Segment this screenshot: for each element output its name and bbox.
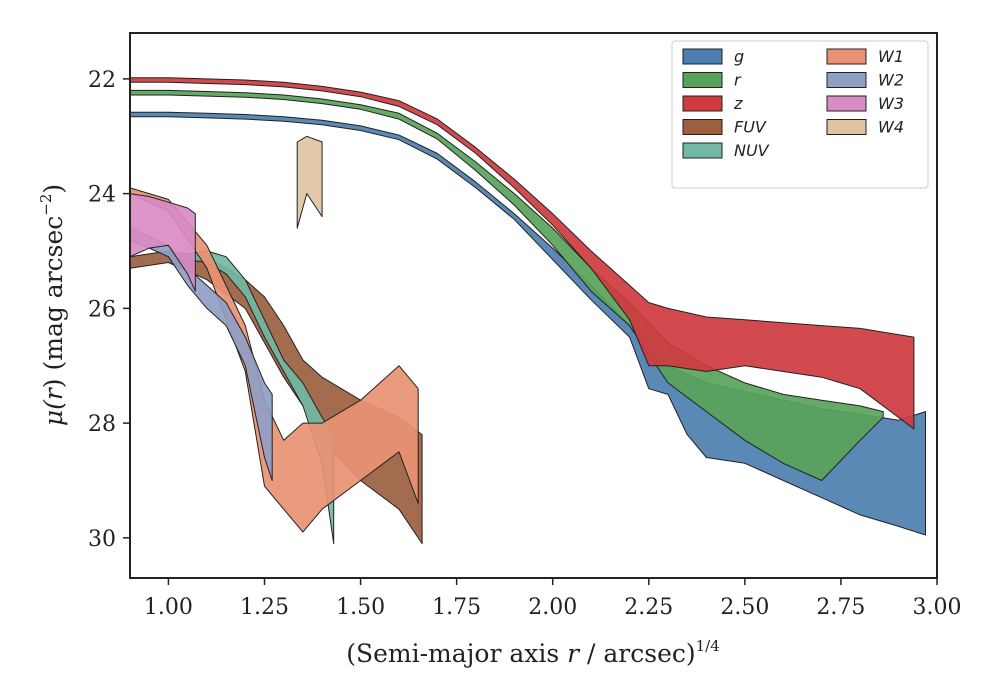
band-w2 xyxy=(129,227,273,481)
legend-swatch-nuv xyxy=(682,142,723,159)
x-tick-label: 1.75 xyxy=(432,595,481,620)
legend-swatch-fuv xyxy=(682,119,723,135)
legend-label-z: z xyxy=(733,94,743,113)
band-w3 xyxy=(129,193,196,292)
legend-label-w1: W1 xyxy=(878,47,904,66)
band-r xyxy=(129,89,884,481)
legend-swatch-w4 xyxy=(826,119,867,135)
y-tick-label: 30 xyxy=(88,527,116,552)
y-tick-label: 28 xyxy=(88,412,116,437)
x-tick-label: 2.25 xyxy=(624,595,673,620)
y-axis-label: μ(r) (mag arcsec−2) xyxy=(37,184,68,426)
legend-label-r: r xyxy=(734,71,742,90)
band-g xyxy=(129,111,926,536)
x-axis-ticks: 1.00 1.25 1.50 1.75 2.00 2.25 2.50 2.75 3.00 xyxy=(144,578,962,620)
legend-label-fuv: FUV xyxy=(734,118,767,137)
x-tick-label: 3.00 xyxy=(913,595,962,620)
y-tick-label: 22 xyxy=(88,68,116,93)
x-tick-label: 2.50 xyxy=(720,595,769,620)
band-nuv xyxy=(187,250,335,545)
x-tick-label: 1.25 xyxy=(240,595,289,620)
x-tick-label: 2.00 xyxy=(528,595,577,620)
band-w4 xyxy=(296,135,323,229)
legend-label-w2: W2 xyxy=(878,71,904,90)
y-axis-ticks: 22 24 26 28 30 xyxy=(88,68,130,552)
x-tick-label: 1.00 xyxy=(144,595,193,620)
x-tick-label: 1.50 xyxy=(336,595,385,620)
plot-frame xyxy=(129,32,938,579)
legend-label-w4: W4 xyxy=(878,118,904,137)
legend-label-w3: W3 xyxy=(878,94,904,113)
legend-swatch-r xyxy=(682,72,723,88)
legend-swatch-w2 xyxy=(826,72,867,88)
band-z xyxy=(129,77,915,430)
x-tick-label: 2.75 xyxy=(816,595,865,620)
legend-label-nuv: NUV xyxy=(734,141,770,160)
x-axis-label: (Semi-major axis r / arcsec)1/4 xyxy=(346,637,720,668)
legend-swatch-w3 xyxy=(826,95,867,112)
surface-brightness-bands xyxy=(129,77,926,545)
y-tick-label: 26 xyxy=(88,297,116,322)
legend-label-g: g xyxy=(734,47,744,66)
y-tick-label: 24 xyxy=(88,183,116,208)
legend-swatch-g xyxy=(682,48,723,65)
legend-swatch-w1 xyxy=(826,48,867,65)
legend: grz FUV NUV W1 W2 W3 W4 xyxy=(671,40,929,189)
legend-swatch-z xyxy=(682,95,723,112)
